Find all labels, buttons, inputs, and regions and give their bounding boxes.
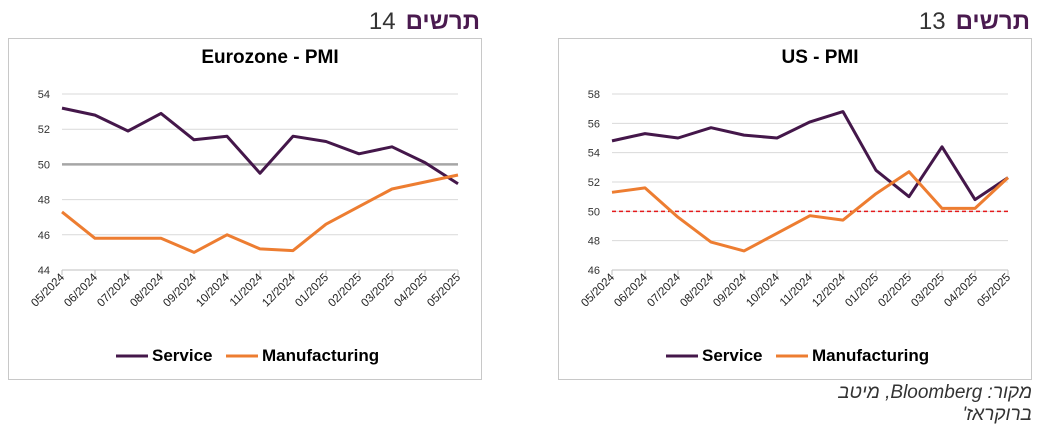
us-x-tick-label: 01/2025 [843, 272, 881, 310]
us-x-tick-label: 07/2024 [645, 271, 683, 309]
figure-13-label: תרשים [956, 8, 1030, 35]
eurozone-series-line-manufacturing [62, 175, 458, 252]
us-x-tick-label: 02/2025 [876, 272, 914, 310]
us-legend-label-service: Service [702, 346, 763, 365]
eurozone-y-tick-label: 50 [38, 159, 50, 171]
figure-13-header: תרשים 13 [870, 8, 1030, 38]
us-y-tick-label: 48 [588, 236, 600, 248]
eurozone-x-tick-label: 10/2024 [194, 271, 232, 309]
us-y-tick-label: 58 [588, 89, 600, 101]
us-x-tick-label: 04/2025 [942, 272, 980, 310]
us-y-tick-label: 52 [588, 177, 600, 189]
eurozone-x-tick-label: 12/2024 [260, 271, 298, 309]
eurozone-x-tick-label: 07/2024 [95, 271, 133, 309]
eurozone-y-tick-label: 48 [38, 195, 50, 207]
figure-13-number: 13 [919, 8, 946, 35]
figure-14-header: תרשים 14 [320, 8, 480, 38]
us-x-tick-label: 03/2025 [909, 272, 947, 310]
us-x-tick-label: 06/2024 [612, 271, 650, 309]
us-x-tick-label: 12/2024 [810, 271, 848, 309]
eurozone-x-tick-label: 11/2024 [228, 271, 266, 309]
us-x-tick-label: 11/2024 [778, 271, 816, 309]
eurozone-chart-title: Eurozone - PMI [201, 47, 338, 68]
eurozone-y-tick-label: 44 [38, 265, 50, 277]
us-x-tick-label: 08/2024 [678, 271, 716, 309]
eurozone-x-tick-label: 02/2025 [326, 272, 364, 310]
us-x-tick-label: 10/2024 [744, 271, 782, 309]
us-x-tick-label: 09/2024 [711, 271, 749, 309]
eurozone-pmi-chart: Eurozone - PMI44464850525405/202406/2024… [9, 39, 481, 379]
us-y-tick-label: 54 [588, 148, 600, 160]
eurozone-x-tick-label: 03/2025 [359, 272, 397, 310]
eurozone-legend-label-manufacturing: Manufacturing [262, 346, 379, 365]
eurozone-x-tick-label: 05/2025 [425, 272, 463, 310]
us-series-line-service [612, 112, 1008, 200]
eurozone-y-tick-label: 54 [38, 89, 50, 101]
us-x-tick-label: 05/2025 [975, 272, 1013, 310]
us-legend-label-manufacturing: Manufacturing [812, 346, 929, 365]
figure-14-label: תרשים [406, 8, 480, 35]
eurozone-x-tick-label: 06/2024 [62, 271, 100, 309]
eurozone-x-tick-label: 01/2025 [293, 272, 331, 310]
eurozone-x-tick-label: 09/2024 [161, 271, 199, 309]
us-y-tick-label: 56 [588, 118, 600, 130]
us-chart-title: US - PMI [781, 47, 858, 68]
us-y-tick-label: 46 [588, 265, 600, 277]
figure-14-number: 14 [369, 8, 396, 35]
eurozone-series-line-service [62, 108, 458, 184]
source-note: מקור: Bloomberg, מיטב ברוקראז' [800, 382, 1032, 426]
us-pmi-chart: US - PMI4648505254565805/202406/202407/2… [559, 39, 1031, 379]
eurozone-legend-label-service: Service [152, 346, 213, 365]
eurozone-x-tick-label: 04/2025 [392, 272, 430, 310]
eurozone-x-tick-label: 08/2024 [128, 271, 166, 309]
us-y-tick-label: 50 [588, 206, 600, 218]
eurozone-y-tick-label: 52 [38, 124, 50, 136]
eurozone-y-tick-label: 46 [38, 230, 50, 242]
